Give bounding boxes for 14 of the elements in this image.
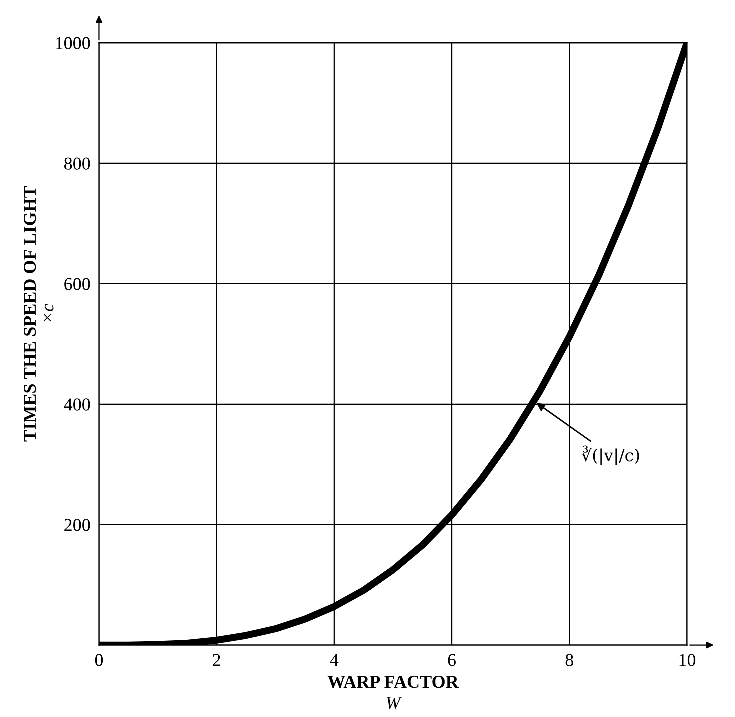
y-axis-title: TIMES THE SPEED OF LIGHT ×c [24, 186, 54, 442]
x-tick-label: 4 [330, 654, 339, 666]
x-tick-label: 6 [448, 654, 456, 666]
y-tick-label: 600 [64, 278, 90, 290]
x-tick-label: 2 [213, 654, 220, 666]
y-tick-label: 200 [64, 519, 90, 532]
y-tick-label: 1000 [56, 37, 90, 50]
x-tick-label: 10 [680, 654, 696, 666]
y-tick-label: 400 [64, 398, 90, 411]
x-axis-title: WARP FACTOR W [328, 676, 460, 710]
x-tick-label: 0 [95, 654, 104, 666]
annotation: ∛(|v|/c) [582, 446, 640, 466]
x-tick-label: 8 [566, 654, 574, 666]
y-tick-label: 800 [64, 158, 90, 170]
